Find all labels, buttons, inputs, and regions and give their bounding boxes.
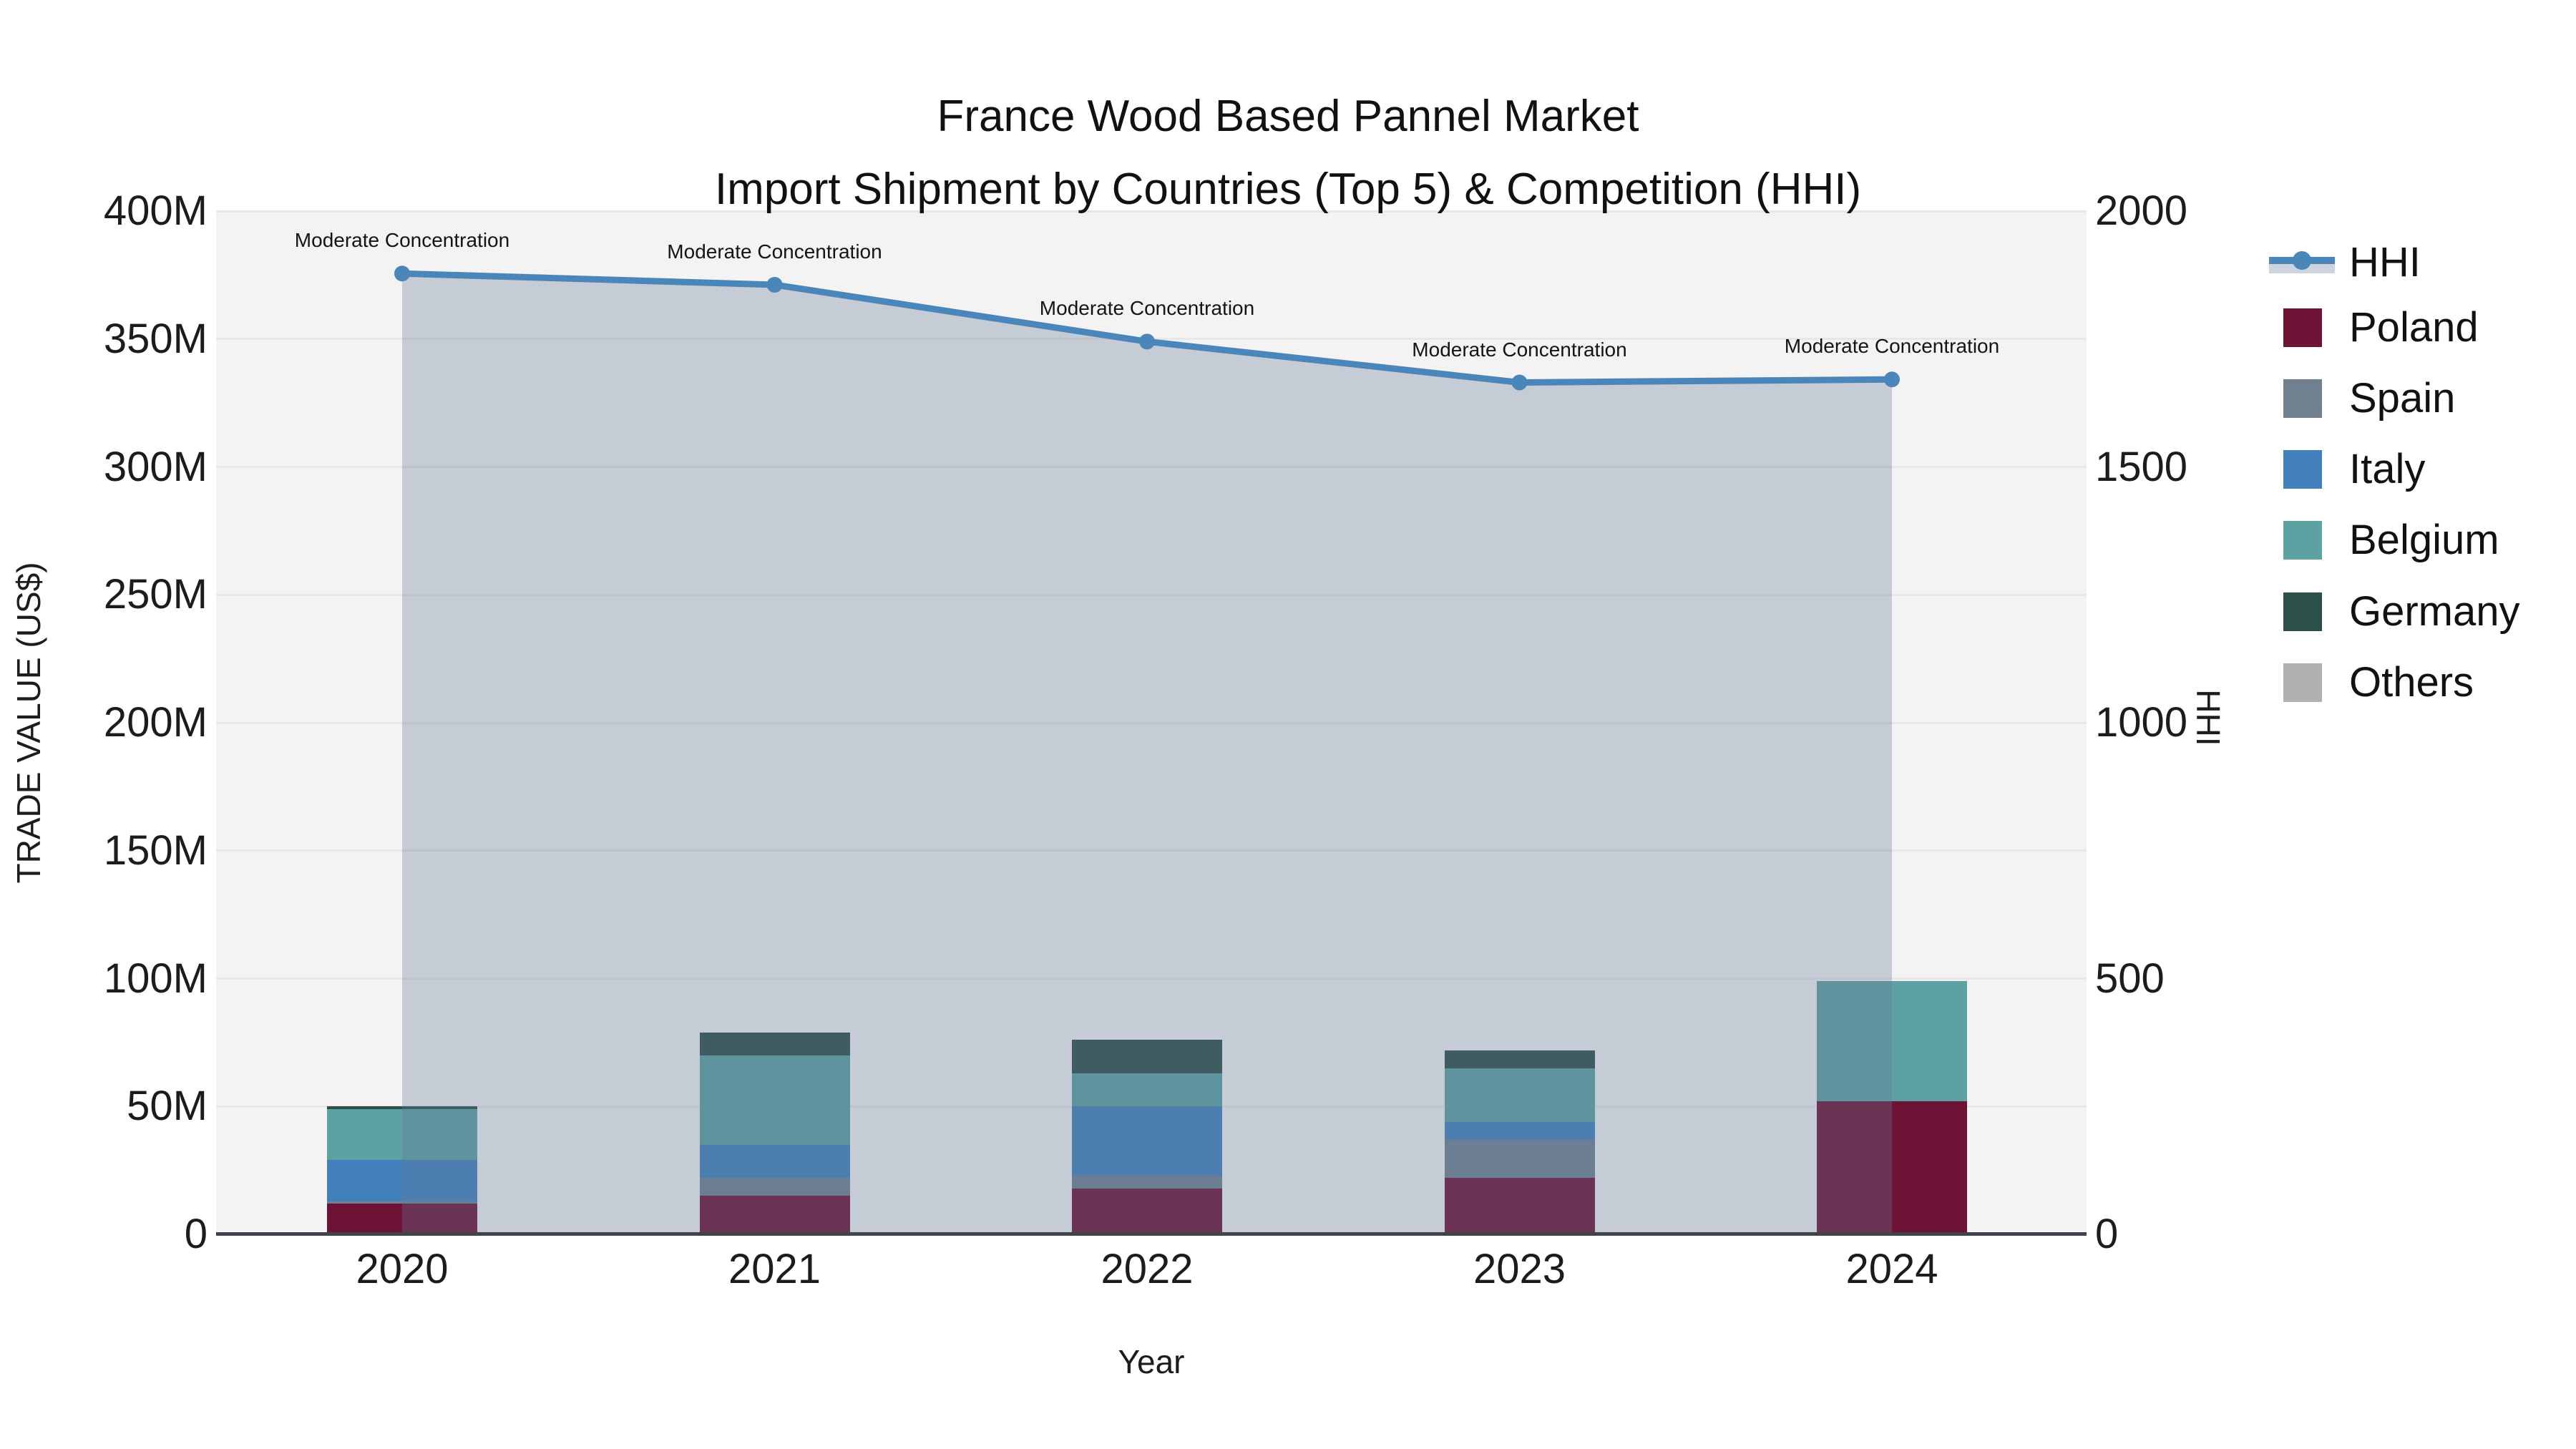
legend-label: Spain	[2349, 375, 2456, 421]
y-left-tick-150M: 150M	[103, 826, 208, 874]
swatch-spain	[2283, 379, 2322, 418]
y-left-tick-200M: 200M	[103, 699, 208, 746]
gridline-400M	[216, 210, 2087, 213]
annotation-2021: Moderate Concentration	[667, 240, 882, 263]
y-left-tick-250M: 250M	[103, 571, 208, 618]
y-right-tick-1500: 1500	[2095, 443, 2188, 490]
bar-segment-poland-2024[interactable]	[1817, 1101, 1967, 1234]
bar-segment-poland-2021[interactable]	[699, 1196, 850, 1234]
legend-label: Others	[2349, 659, 2474, 706]
y-left-tick-50M: 50M	[127, 1083, 208, 1130]
x-tick-2023: 2023	[1473, 1246, 1566, 1292]
gridline-250M	[216, 593, 2087, 596]
legend-item-spain[interactable]: Spain	[2269, 378, 2455, 419]
legend-label: Italy	[2349, 446, 2426, 492]
bar-segment-poland-2022[interactable]	[1072, 1188, 1222, 1234]
x-axis-line	[216, 1232, 2087, 1236]
swatch-others	[2283, 663, 2322, 702]
y-left-tick-350M: 350M	[103, 315, 208, 362]
bar-segment-poland-2023[interactable]	[1444, 1178, 1595, 1234]
legend-label: Belgium	[2349, 517, 2499, 563]
legend-item-others[interactable]: Others	[2269, 662, 2474, 703]
y-right-tick-0: 0	[2095, 1211, 2119, 1257]
legend-swatch-icon	[2269, 663, 2335, 703]
legend-swatch-icon	[2269, 520, 2335, 560]
legend-label: Poland	[2349, 304, 2479, 351]
annotation-2022: Moderate Concentration	[1039, 297, 1255, 320]
annotation-2024: Moderate Concentration	[1784, 335, 2000, 358]
gridline-300M	[216, 466, 2087, 468]
legend-item-belgium[interactable]: Belgium	[2269, 519, 2499, 561]
x-tick-2024: 2024	[1845, 1246, 1938, 1292]
y-axis-title-left: TRADE VALUE (US$)	[10, 562, 47, 884]
legend-swatch-icon	[2269, 592, 2335, 632]
legend-swatch-icon	[2269, 308, 2335, 348]
gridline-200M	[216, 721, 2087, 724]
legend-swatch-icon	[2269, 449, 2335, 489]
swatch-poland	[2283, 308, 2322, 347]
y-right-tick-500: 500	[2095, 955, 2165, 1002]
legend-item-germany[interactable]: Germany	[2269, 591, 2520, 633]
swatch-germany	[2283, 592, 2322, 631]
legend-item-hhi[interactable]: HHI	[2269, 242, 2421, 283]
y-left-tick-0: 0	[184, 1211, 208, 1257]
y-right-tick-1000: 1000	[2095, 699, 2188, 746]
annotation-2023: Moderate Concentration	[1412, 338, 1627, 361]
x-tick-2020: 2020	[356, 1246, 449, 1292]
legend-swatch-icon	[2269, 379, 2335, 419]
y-axis-title-right: HHI	[2190, 689, 2227, 746]
chart-subtitle: Import Shipment by Countries (Top 5) & C…	[714, 165, 1862, 214]
y-left-tick-300M: 300M	[103, 443, 208, 490]
swatch-belgium	[2283, 521, 2322, 560]
hhi-marker-swatch	[2293, 251, 2311, 270]
legend-item-italy[interactable]: Italy	[2269, 449, 2425, 490]
annotation-2020: Moderate Concentration	[294, 229, 510, 252]
y-right-tick-2000: 2000	[2095, 187, 2188, 234]
swatch-italy	[2283, 450, 2322, 489]
legend-label: HHI	[2349, 239, 2421, 286]
legend-label: Germany	[2349, 588, 2520, 635]
legend-item-poland[interactable]: Poland	[2269, 307, 2479, 348]
x-axis-title: Year	[1118, 1343, 1185, 1380]
x-tick-2021: 2021	[728, 1246, 821, 1292]
bar-segment-poland-2020[interactable]	[327, 1204, 477, 1234]
x-tick-2022: 2022	[1101, 1246, 1194, 1292]
hhi-line-legend-icon	[2269, 243, 2335, 283]
gridline-100M	[216, 977, 2087, 980]
y-left-tick-100M: 100M	[103, 955, 208, 1002]
y-left-tick-400M: 400M	[103, 187, 208, 234]
gridline-150M	[216, 849, 2087, 852]
chart-title: France Wood Based Pannel Market	[937, 92, 1639, 141]
